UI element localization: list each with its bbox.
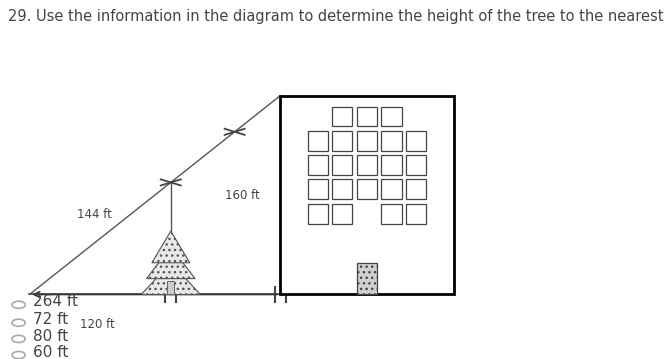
- Text: 264 ft: 264 ft: [33, 294, 78, 309]
- Bar: [308, 180, 328, 199]
- Bar: [308, 155, 328, 175]
- Bar: [332, 131, 352, 151]
- Polygon shape: [141, 263, 200, 294]
- Text: 160 ft: 160 ft: [225, 188, 260, 201]
- Bar: [406, 180, 426, 199]
- Text: 144 ft: 144 ft: [77, 209, 112, 222]
- Bar: [308, 204, 328, 224]
- Bar: [168, 281, 174, 294]
- Text: 120 ft: 120 ft: [80, 318, 115, 331]
- Polygon shape: [146, 247, 195, 279]
- Bar: [357, 180, 377, 199]
- Bar: [308, 131, 328, 151]
- Bar: [332, 204, 352, 224]
- Bar: [332, 107, 352, 126]
- Bar: [332, 180, 352, 199]
- Text: 60 ft: 60 ft: [33, 345, 68, 359]
- Bar: [382, 155, 402, 175]
- Text: 72 ft: 72 ft: [33, 312, 68, 327]
- Bar: [382, 180, 402, 199]
- Bar: [382, 204, 402, 224]
- Bar: [382, 131, 402, 151]
- Bar: [332, 155, 352, 175]
- Polygon shape: [152, 231, 190, 263]
- Bar: [382, 107, 402, 126]
- Bar: [406, 131, 426, 151]
- Bar: [406, 155, 426, 175]
- Bar: [357, 155, 377, 175]
- Bar: [357, 263, 377, 294]
- Bar: [357, 131, 377, 151]
- Text: 80 ft: 80 ft: [33, 328, 68, 344]
- Bar: [406, 204, 426, 224]
- Bar: [280, 95, 454, 294]
- Text: 29. Use the information in the diagram to determine the height of the tree to th: 29. Use the information in the diagram t…: [8, 9, 665, 24]
- Bar: [357, 107, 377, 126]
